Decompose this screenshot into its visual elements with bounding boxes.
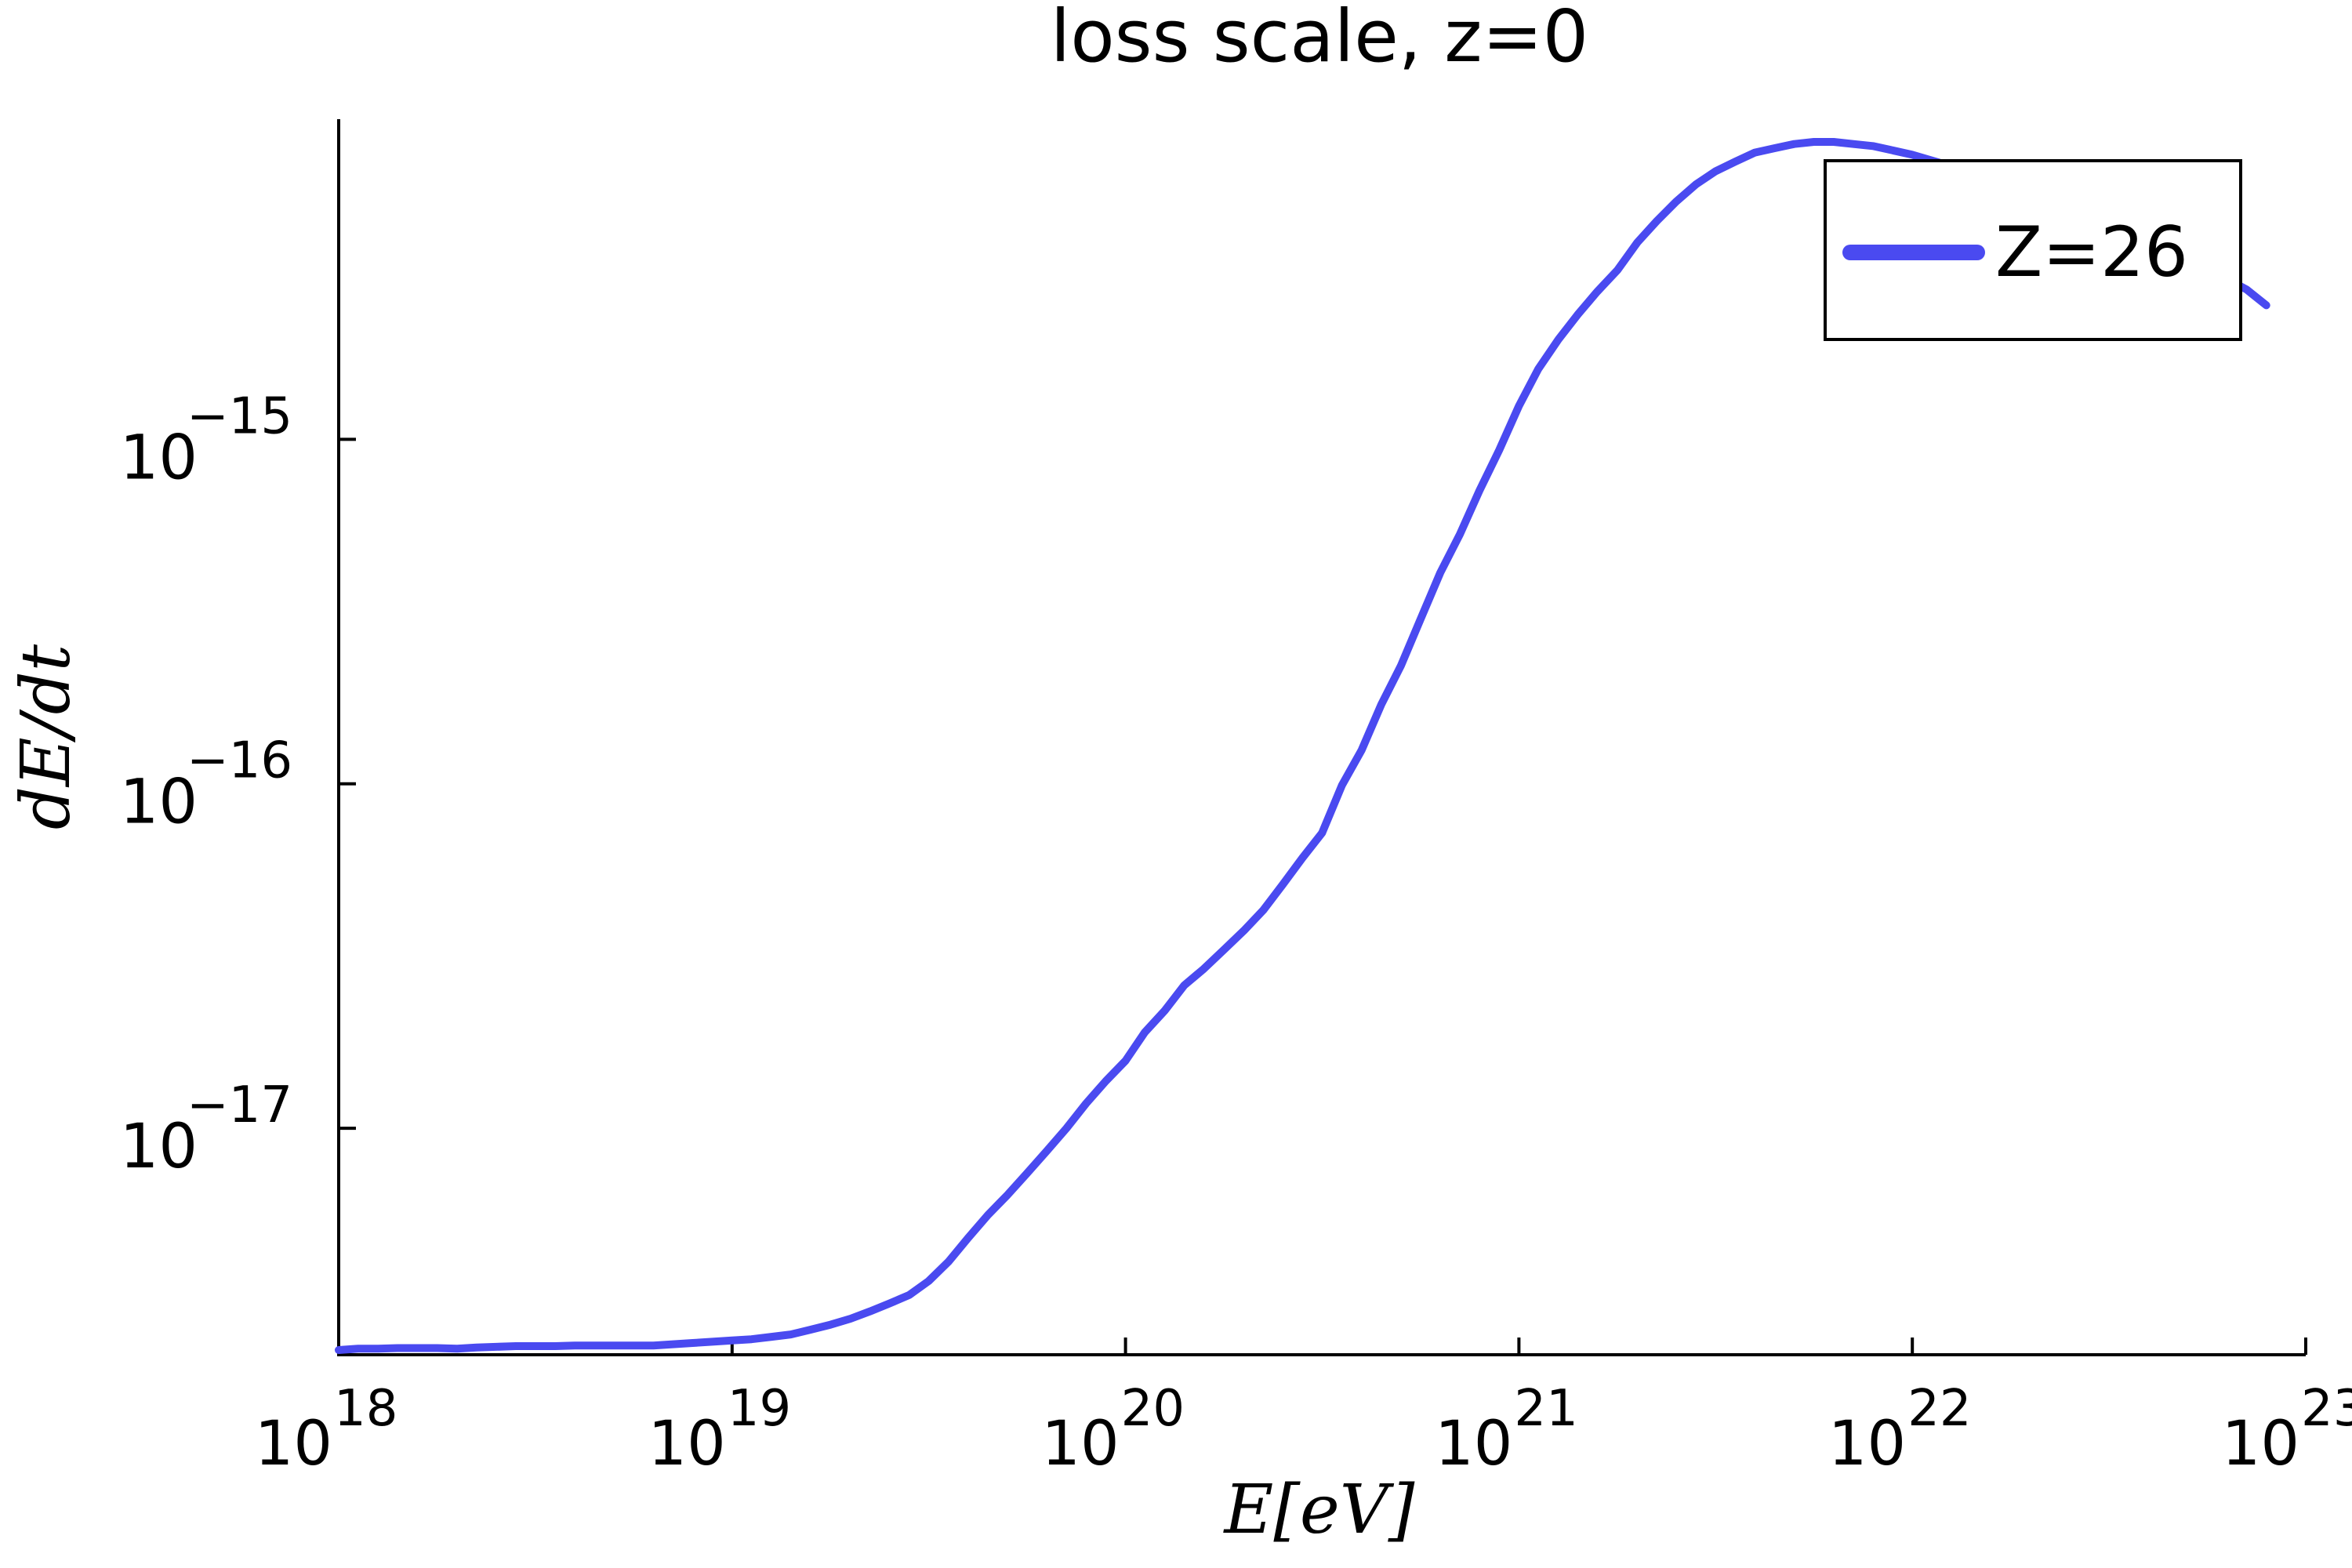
y-tick-exponent: −17 — [187, 1076, 292, 1134]
plot-axes — [337, 119, 2306, 1356]
y-tick-exponent: −15 — [187, 387, 292, 445]
x-tick-group: 10 18 10 19 10 20 10 21 10 22 10 23 — [255, 1338, 2352, 1479]
x-tick-base: 10 — [2222, 1409, 2299, 1479]
x-tick-exponent: 23 — [2301, 1380, 2352, 1438]
x-tick-base: 10 — [1435, 1409, 1512, 1479]
chart-title: loss scale, z=0 — [1051, 0, 1588, 78]
x-tick-exponent: 18 — [334, 1380, 397, 1438]
x-tick-exponent: 21 — [1514, 1380, 1577, 1438]
y-tick-base: 10 — [120, 1112, 198, 1182]
x-tick-base: 10 — [1828, 1409, 1906, 1479]
x-tick-base: 10 — [648, 1409, 726, 1479]
x-tick-exponent: 20 — [1121, 1380, 1185, 1438]
y-tick-base: 10 — [120, 423, 198, 493]
y-axis-label: dE/dt — [7, 644, 85, 829]
legend-label-z26: Z=26 — [1995, 212, 2188, 292]
y-tick-exponent: −16 — [187, 732, 292, 790]
legend: Z=26 — [1824, 159, 2242, 341]
x-tick-exponent: 19 — [728, 1380, 791, 1438]
y-tick-base: 10 — [120, 768, 198, 838]
x-tick-base: 10 — [1041, 1409, 1119, 1479]
x-tick-exponent: 22 — [1907, 1380, 1971, 1438]
x-axis-label: E[eV] — [1223, 1471, 1415, 1549]
x-tick-base: 10 — [255, 1409, 332, 1479]
